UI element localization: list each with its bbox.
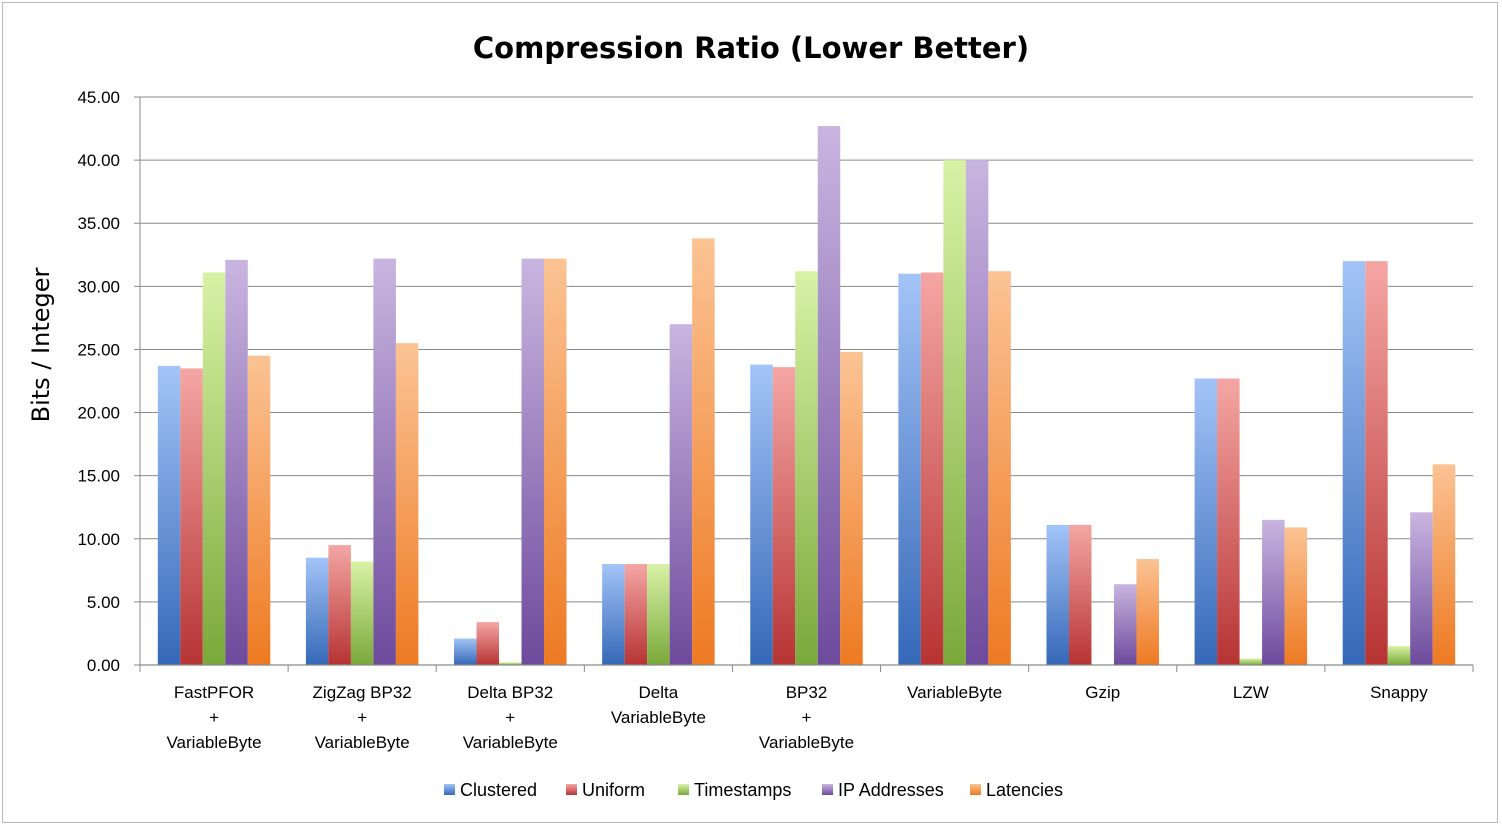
bar-uniform [920, 272, 944, 665]
bar-clustered [305, 557, 329, 665]
bar-timestamps [647, 564, 670, 665]
bar-ip-addresses [1410, 512, 1433, 665]
bar-uniform [1365, 261, 1388, 665]
bar-clustered [454, 638, 477, 665]
legend-swatch [822, 784, 833, 795]
y-tick-label: 20.00 [77, 404, 120, 423]
y-tick-label: 5.00 [87, 593, 120, 612]
bar-uniform [624, 564, 648, 665]
category-label: Snappy [1370, 683, 1428, 702]
bar-ip-addresses [669, 324, 693, 665]
bar-latencies [1136, 558, 1159, 665]
legend-label: Clustered [460, 780, 537, 800]
category-label: Delta VariableByte [611, 683, 706, 727]
y-tick-label: 25.00 [77, 340, 120, 359]
bar-clustered [157, 365, 181, 665]
bar-timestamps [1387, 646, 1411, 665]
bars [157, 126, 1456, 665]
category-label: LZW [1233, 683, 1269, 702]
bar-latencies [247, 355, 271, 665]
category-label: Delta BP32 + VariableByte [463, 683, 558, 752]
legend: Clustered Uniform Timestamps IP Addresses La… [444, 780, 1063, 800]
legend-label: Uniform [582, 780, 645, 800]
y-tick-label: 10.00 [77, 530, 120, 549]
bar-latencies [395, 343, 419, 665]
bar-clustered [898, 273, 921, 665]
legend-swatch [566, 784, 577, 795]
y-axis-label: Bits / Integer [27, 268, 55, 423]
bar-ip-addresses [1262, 519, 1285, 665]
bar-uniform [772, 367, 796, 665]
bar-timestamps [202, 272, 226, 665]
category-label: FastPFOR + VariableByte [166, 683, 261, 752]
bar-uniform [1217, 378, 1240, 665]
y-tick-label: 15.00 [77, 467, 120, 486]
legend-label: Timestamps [694, 780, 791, 800]
legend-swatch [970, 784, 981, 795]
bar-timestamps [1239, 658, 1263, 665]
bar-timestamps [943, 160, 966, 665]
bar-uniform [180, 368, 203, 665]
bar-timestamps [795, 271, 818, 665]
bar-uniform [328, 545, 351, 665]
y-tick-label: 45.00 [77, 88, 120, 107]
legend-label: IP Addresses [838, 780, 944, 800]
bar-clustered [602, 564, 625, 665]
bar-clustered [1342, 261, 1366, 665]
y-tick-label: 0.00 [87, 656, 120, 675]
bar-latencies [1284, 527, 1308, 665]
y-tick-label: 35.00 [77, 214, 120, 233]
axes [139, 97, 1474, 672]
bar-timestamps [499, 662, 522, 665]
bar-clustered [1046, 524, 1069, 665]
category-label: BP32 + VariableByte [759, 683, 854, 752]
y-tick-labels: 0.00 5.00 10.00 15.00 20.00 25.00 30.00 35.00 40… [77, 88, 120, 675]
bar-clustered [1194, 378, 1218, 665]
category-label: Gzip [1085, 683, 1120, 702]
bar-latencies [1432, 464, 1456, 665]
category-labels: FastPFOR + VariableByte ZigZag BP32 + Variabl… [166, 683, 1428, 752]
bar-clustered [750, 364, 773, 665]
bar-ip-addresses [373, 258, 396, 665]
chart-title: Compression Ratio (Lower Better) [473, 31, 1029, 65]
bar-latencies [692, 238, 715, 665]
bar-latencies [544, 258, 567, 665]
bar-latencies [988, 271, 1011, 665]
legend-label: Latencies [986, 780, 1063, 800]
bar-latencies [840, 351, 863, 665]
bar-ip-addresses [817, 126, 841, 665]
legend-swatch [444, 784, 455, 795]
y-tick-label: 30.00 [77, 277, 120, 296]
bar-ip-addresses [521, 258, 545, 665]
bar-timestamps [350, 561, 374, 665]
legend-swatch [678, 784, 689, 795]
y-tick-label: 40.00 [77, 151, 120, 170]
category-label: ZigZag BP32 + VariableByte [313, 683, 412, 752]
bar-uniform [476, 622, 500, 665]
bar-uniform [1068, 524, 1092, 665]
bar-ip-addresses [1113, 584, 1137, 665]
bar-ip-addresses [225, 259, 248, 665]
category-label: VariableByte [907, 683, 1002, 702]
bar-ip-addresses [965, 160, 989, 665]
